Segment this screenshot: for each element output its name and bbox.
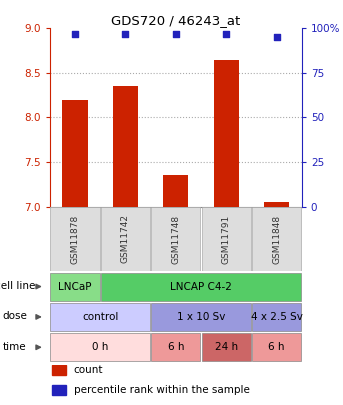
- Bar: [214, 60, 239, 207]
- Bar: [252, 303, 301, 331]
- Text: LNCaP: LNCaP: [58, 281, 92, 292]
- Text: GSM11748: GSM11748: [171, 214, 180, 264]
- Bar: [113, 86, 138, 207]
- Bar: [62, 100, 87, 207]
- Point: [223, 30, 229, 37]
- Bar: [100, 273, 301, 301]
- Bar: [52, 365, 66, 375]
- Text: GSM11848: GSM11848: [272, 214, 281, 264]
- Text: cell line: cell line: [0, 281, 35, 291]
- Text: 1 x 10 Sv: 1 x 10 Sv: [177, 312, 225, 322]
- Text: GSM11742: GSM11742: [121, 215, 130, 263]
- Bar: [151, 207, 201, 271]
- Bar: [100, 207, 150, 271]
- Bar: [201, 333, 251, 361]
- Bar: [50, 273, 100, 301]
- Bar: [50, 207, 100, 271]
- Text: GSM11878: GSM11878: [70, 214, 80, 264]
- Text: GSM11791: GSM11791: [222, 214, 231, 264]
- Bar: [151, 333, 201, 361]
- Text: 24 h: 24 h: [215, 342, 238, 352]
- Bar: [52, 385, 66, 395]
- Point: [274, 34, 279, 40]
- Bar: [264, 202, 289, 207]
- Point: [72, 30, 78, 37]
- Text: 0 h: 0 h: [92, 342, 108, 352]
- Bar: [50, 303, 150, 331]
- Bar: [252, 207, 301, 271]
- Bar: [50, 333, 150, 361]
- Text: 4 x 2.5 Sv: 4 x 2.5 Sv: [251, 312, 303, 322]
- Bar: [163, 175, 188, 207]
- Title: GDS720 / 46243_at: GDS720 / 46243_at: [111, 14, 240, 27]
- Text: 6 h: 6 h: [167, 342, 184, 352]
- Bar: [151, 303, 251, 331]
- Text: 6 h: 6 h: [268, 342, 285, 352]
- Text: count: count: [74, 365, 103, 375]
- Text: percentile rank within the sample: percentile rank within the sample: [74, 385, 250, 395]
- Bar: [201, 207, 251, 271]
- Point: [173, 30, 178, 37]
- Text: time: time: [3, 342, 27, 352]
- Text: control: control: [82, 312, 118, 322]
- Bar: [252, 333, 301, 361]
- Text: LNCAP C4-2: LNCAP C4-2: [170, 281, 232, 292]
- Text: dose: dose: [2, 311, 27, 321]
- Point: [122, 30, 128, 37]
